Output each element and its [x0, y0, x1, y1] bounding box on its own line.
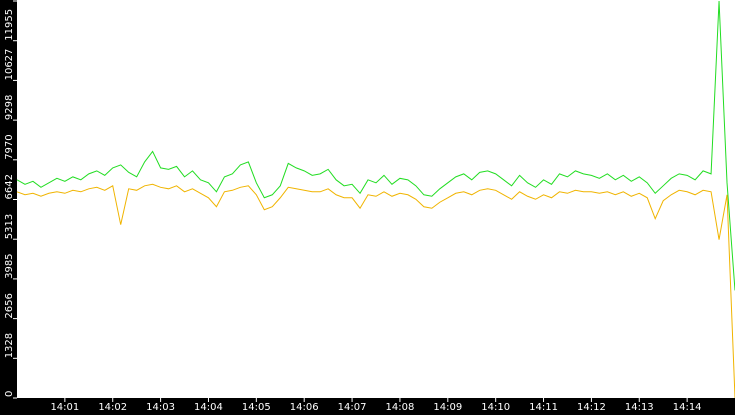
- series-line: [16, 183, 735, 399]
- x-tick-label: 14:10: [481, 402, 510, 413]
- y-tick-label: 5313: [4, 214, 15, 239]
- x-tick-label: 14:06: [290, 402, 319, 413]
- y-tick-label: 11955: [4, 9, 15, 41]
- x-tick-label: 14:02: [98, 402, 127, 413]
- x-tick-label: 14:07: [338, 402, 367, 413]
- x-tick-label: 14:03: [146, 402, 175, 413]
- x-tick-label: 14:05: [242, 402, 271, 413]
- y-tick-label: 2656: [4, 293, 15, 318]
- y-tick-label: 6642: [4, 174, 15, 199]
- x-tick-label: 14:12: [577, 402, 606, 413]
- y-tick-label: 10627: [4, 49, 15, 81]
- x-tick-label: 14:08: [386, 402, 415, 413]
- x-tick-label: 14:13: [625, 402, 654, 413]
- x-axis-band: [0, 398, 735, 415]
- y-axis-band: [0, 0, 17, 415]
- x-tick-label: 14:04: [194, 402, 223, 413]
- y-tick-label: 7970: [4, 134, 15, 159]
- x-tick-label: 14:14: [673, 402, 702, 413]
- y-tick-label: 1328: [4, 333, 15, 358]
- y-tick-label: 0: [4, 391, 15, 397]
- y-tick-label: 13284: [4, 0, 15, 1]
- x-tick-label: 14:01: [50, 402, 79, 413]
- x-tick-label: 14:09: [433, 402, 462, 413]
- series-line: [16, 0, 735, 291]
- x-tick-label: 14:11: [529, 402, 558, 413]
- y-tick-label: 9298: [4, 95, 15, 120]
- y-tick-label: 3985: [4, 253, 15, 278]
